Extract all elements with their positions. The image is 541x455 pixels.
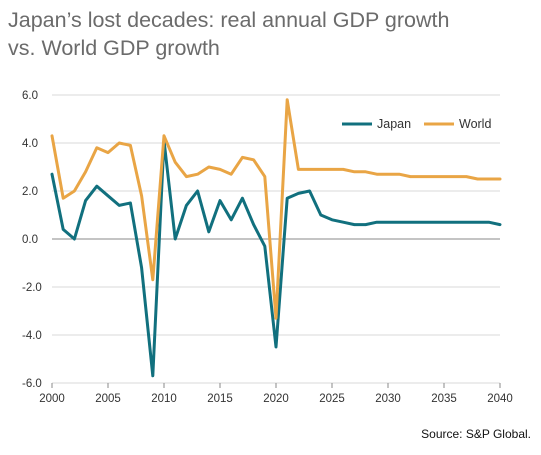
x-tick-label: 2000 [39,393,65,405]
x-tick-label: 2035 [431,393,457,405]
x-axis-ticks: 2000 2005 2010 2015 2020 2025 2030 2035 2040 [39,383,513,405]
y-tick-label: -6.0 [22,378,42,390]
chart-title-line-1: Japan’s lost decades: real annual GDP gr… [8,8,450,32]
y-tick-label: -4.0 [22,330,42,342]
y-tick-label: 6.0 [22,90,38,102]
x-tick-label: 2005 [95,393,121,405]
x-tick-label: 2015 [207,393,233,405]
legend: Japan World [342,117,491,131]
chart-title-line-2: vs. World GDP growth [8,36,220,60]
legend-label-japan: Japan [377,117,411,131]
y-tick-label: 0.0 [22,234,38,246]
y-tick-label: -2.0 [22,282,42,294]
y-tick-label: 2.0 [22,186,38,198]
x-tick-label: 2025 [319,393,345,405]
y-axis-ticks: 6.0 4.0 2.0 0.0 -2.0 -4.0 -6.0 [22,90,42,390]
x-tick-label: 2010 [151,393,177,405]
x-tick-label: 2030 [375,393,401,405]
y-tick-label: 4.0 [22,138,38,150]
source-note: Source: S&P Global. [421,427,531,441]
series-line-japan [50,139,502,378]
x-tick-label: 2040 [487,393,513,405]
legend-label-world: World [459,117,491,131]
series-line-world [50,98,502,320]
x-tick-label: 2020 [263,393,289,405]
chart-title: Japan’s lost decades: real annual GDP gr… [8,6,533,62]
series-lines [50,98,502,378]
